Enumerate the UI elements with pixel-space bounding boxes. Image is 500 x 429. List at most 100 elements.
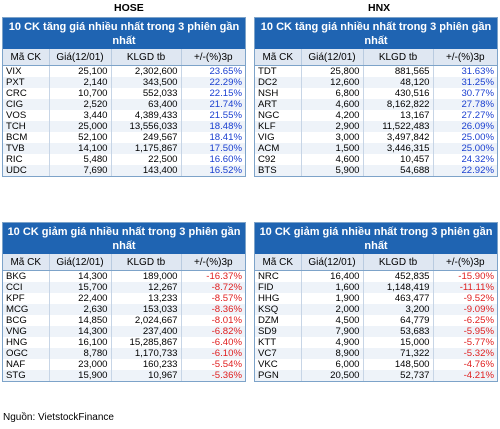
volume-cell: 8,162,822 <box>363 99 434 110</box>
stock-symbol: TVB <box>3 143 50 154</box>
price-cell: 5,900 <box>301 165 364 176</box>
table-row: HHG 1,900 463,477 -9.52% <box>255 293 497 304</box>
change-percent: -5.54% <box>181 359 245 370</box>
change-percent: -15.90% <box>433 270 497 282</box>
table-row: KPF 22,400 13,233 -8.57% <box>3 293 245 304</box>
price-cell: 15,900 <box>49 370 112 381</box>
stock-symbol: BCG <box>3 315 50 326</box>
price-cell: 16,100 <box>49 337 112 348</box>
price-cell: 1,900 <box>301 293 364 304</box>
change-percent: 27.78% <box>433 99 497 110</box>
stock-symbol: VIX <box>3 65 50 77</box>
change-percent: 31.63% <box>433 65 497 77</box>
price-cell: 25,100 <box>49 65 112 77</box>
price-cell: 14,300 <box>49 270 112 282</box>
price-cell: 7,690 <box>49 165 112 176</box>
column-header: Mã CK <box>255 254 302 271</box>
volume-cell: 430,516 <box>363 88 434 99</box>
table-row: MCG 2,630 153,033 -8.36% <box>3 304 245 315</box>
stock-symbol: STG <box>3 370 50 381</box>
price-cell: 6,800 <box>301 88 364 99</box>
volume-cell: 64,779 <box>363 315 434 326</box>
volume-cell: 2,024,667 <box>111 315 182 326</box>
price-cell: 4,600 <box>301 99 364 110</box>
volume-cell: 13,233 <box>111 293 182 304</box>
stock-symbol: ART <box>255 99 302 110</box>
price-cell: 2,900 <box>301 121 364 132</box>
price-cell: 1,500 <box>301 143 364 154</box>
stock-symbol: SD9 <box>255 326 302 337</box>
stock-symbol: UDC <box>3 165 50 176</box>
volume-cell: 148,500 <box>363 359 434 370</box>
column-header: Giá(12/01) <box>49 49 112 66</box>
stock-symbol: VOS <box>3 110 50 121</box>
table-row: BCM 52,100 249,567 18.41% <box>3 132 245 143</box>
column-header: KLGD tb <box>363 49 434 66</box>
column-header: Giá(12/01) <box>49 254 112 271</box>
price-cell: 23,000 <box>49 359 112 370</box>
price-cell: 20,500 <box>301 370 364 381</box>
table-row: VNG 14,300 237,400 -6.82% <box>3 326 245 337</box>
table-row: DC2 12,600 48,120 31.25% <box>255 77 497 88</box>
volume-cell: 13,556,033 <box>111 121 182 132</box>
column-header: Giá(12/01) <box>301 49 364 66</box>
column-header: Giá(12/01) <box>301 254 364 271</box>
price-cell: 4,900 <box>301 337 364 348</box>
table-title: 10 CK tăng giá nhiều nhất trong 3 phiên … <box>255 18 497 49</box>
column-header: +/-(%)3p <box>433 49 497 66</box>
price-cell: 2,140 <box>49 77 112 88</box>
volume-cell: 343,500 <box>111 77 182 88</box>
change-percent: 23.65% <box>181 65 245 77</box>
volume-cell: 63,400 <box>111 99 182 110</box>
volume-cell: 452,835 <box>363 270 434 282</box>
column-header: +/-(%)3p <box>181 254 245 271</box>
volume-cell: 15,285,867 <box>111 337 182 348</box>
stock-table: Mã CK Giá(12/01) KLGD tb +/-(%)3p NRC 16,400 4… <box>255 254 497 381</box>
table-row: BKG 14,300 189,000 -16.37% <box>3 270 245 282</box>
table-title: 10 CK giảm giá nhiều nhất trong 3 phiên … <box>255 223 497 254</box>
table-row: CIG 2,520 63,400 21.74% <box>3 99 245 110</box>
volume-cell: 1,170,733 <box>111 348 182 359</box>
change-percent: 31.25% <box>433 77 497 88</box>
volume-cell: 3,200 <box>363 304 434 315</box>
change-percent: 25.00% <box>433 132 497 143</box>
volume-cell: 237,400 <box>111 326 182 337</box>
volume-cell: 53,683 <box>363 326 434 337</box>
change-percent: -9.09% <box>433 304 497 315</box>
column-header: Mã CK <box>3 49 50 66</box>
hose-title: HOSE <box>114 2 144 14</box>
change-percent: 21.55% <box>181 110 245 121</box>
volume-cell: 13,167 <box>363 110 434 121</box>
change-percent: -5.77% <box>433 337 497 348</box>
stock-symbol: HHG <box>255 293 302 304</box>
price-cell: 2,520 <box>49 99 112 110</box>
stock-symbol: NGC <box>255 110 302 121</box>
stock-symbol: RIC <box>3 154 50 165</box>
volume-cell: 463,477 <box>363 293 434 304</box>
change-percent: -16.37% <box>181 270 245 282</box>
volume-cell: 1,175,867 <box>111 143 182 154</box>
stock-symbol: PXT <box>3 77 50 88</box>
table-row: PGN 20,500 52,737 -4.21% <box>255 370 497 381</box>
table-row: KSQ 2,000 3,200 -9.09% <box>255 304 497 315</box>
price-cell: 52,100 <box>49 132 112 143</box>
table-row: PXT 2,140 343,500 22.29% <box>3 77 245 88</box>
column-header: +/-(%)3p <box>181 49 245 66</box>
stock-symbol: ACM <box>255 143 302 154</box>
stock-symbol: DC2 <box>255 77 302 88</box>
change-percent: -8.57% <box>181 293 245 304</box>
stock-symbol: C92 <box>255 154 302 165</box>
table-row: CRC 10,700 552,033 22.15% <box>3 88 245 99</box>
stock-symbol: KPF <box>3 293 50 304</box>
table-title: 10 CK tăng giá nhiều nhất trong 3 phiên … <box>3 18 245 49</box>
stock-symbol: BTS <box>255 165 302 176</box>
change-percent: 26.09% <box>433 121 497 132</box>
stock-symbol: KSQ <box>255 304 302 315</box>
volume-cell: 52,737 <box>363 370 434 381</box>
price-cell: 3,440 <box>49 110 112 121</box>
volume-cell: 2,302,600 <box>111 65 182 77</box>
table-row: RIC 5,480 22,500 16.60% <box>3 154 245 165</box>
volume-cell: 11,522,483 <box>363 121 434 132</box>
change-percent: 17.50% <box>181 143 245 154</box>
stock-symbol: CRC <box>3 88 50 99</box>
